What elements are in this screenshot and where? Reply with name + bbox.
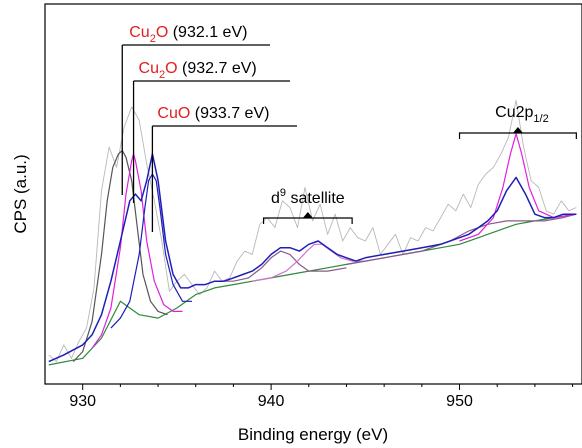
cu2p12-base: Cu2p	[495, 104, 533, 121]
annotation-value: (932.7 eV)	[178, 60, 257, 77]
satellite-sup: 9	[280, 187, 286, 199]
x-axis-label: Binding energy (eV)	[238, 425, 388, 444]
annotation-value: (933.7 eV)	[190, 105, 269, 122]
peak-annotation-label: Cu2O (932.1 eV)	[129, 24, 247, 45]
x-ticks: 930 940 950	[69, 384, 574, 410]
series-peak-3	[72, 149, 168, 363]
x-tick-label: 950	[446, 393, 473, 410]
cu2p12-arrow	[512, 127, 523, 133]
cu2p12-sub: 1/2	[533, 113, 548, 125]
annotation-sub: 2	[150, 33, 156, 45]
annotation-layer: Cu2O (932.1 eV)Cu2O (932.7 eV)CuO (933.7…	[121, 24, 577, 232]
series-peak-4	[91, 153, 183, 349]
series-peak-7	[252, 243, 385, 282]
annotation-sub: 2	[159, 69, 165, 81]
cu2p12-bracket	[458, 132, 577, 139]
x-tick-label: 940	[258, 393, 285, 410]
peak-annotation-label: Cu2O (932.7 eV)	[139, 60, 257, 81]
annotation-value: (932.1 eV)	[168, 24, 247, 41]
annotation-prefix: Cu	[129, 24, 149, 41]
satellite-arrow	[302, 212, 313, 218]
annotation-prefix: Cu	[139, 60, 159, 77]
y-axis-label: CPS (a.u.)	[11, 154, 30, 233]
series-envelope-2	[48, 153, 577, 363]
series-raw-0	[48, 99, 577, 363]
annotation-suffix: O	[178, 105, 190, 122]
series-peak-5	[110, 173, 192, 329]
annotation-suffix: O	[156, 24, 168, 41]
satellite-base: d	[271, 190, 280, 207]
series-peak-9	[459, 133, 577, 242]
series-background-1	[48, 213, 577, 366]
annotation-suffix: O	[165, 60, 177, 77]
satellite-label: d9 satellite	[271, 187, 345, 207]
series-layer	[48, 99, 577, 366]
annotation-prefix: Cu	[157, 105, 177, 122]
series-peak-8	[346, 213, 577, 265]
peak-annotation-label: CuO (933.7 eV)	[157, 105, 269, 122]
x-tick-label: 930	[69, 393, 96, 410]
plot-frame	[44, 3, 582, 385]
series-peak-6	[214, 250, 347, 282]
satellite-rest: satellite	[286, 190, 345, 207]
cu2p12-label: Cu2p1/2	[495, 104, 549, 125]
